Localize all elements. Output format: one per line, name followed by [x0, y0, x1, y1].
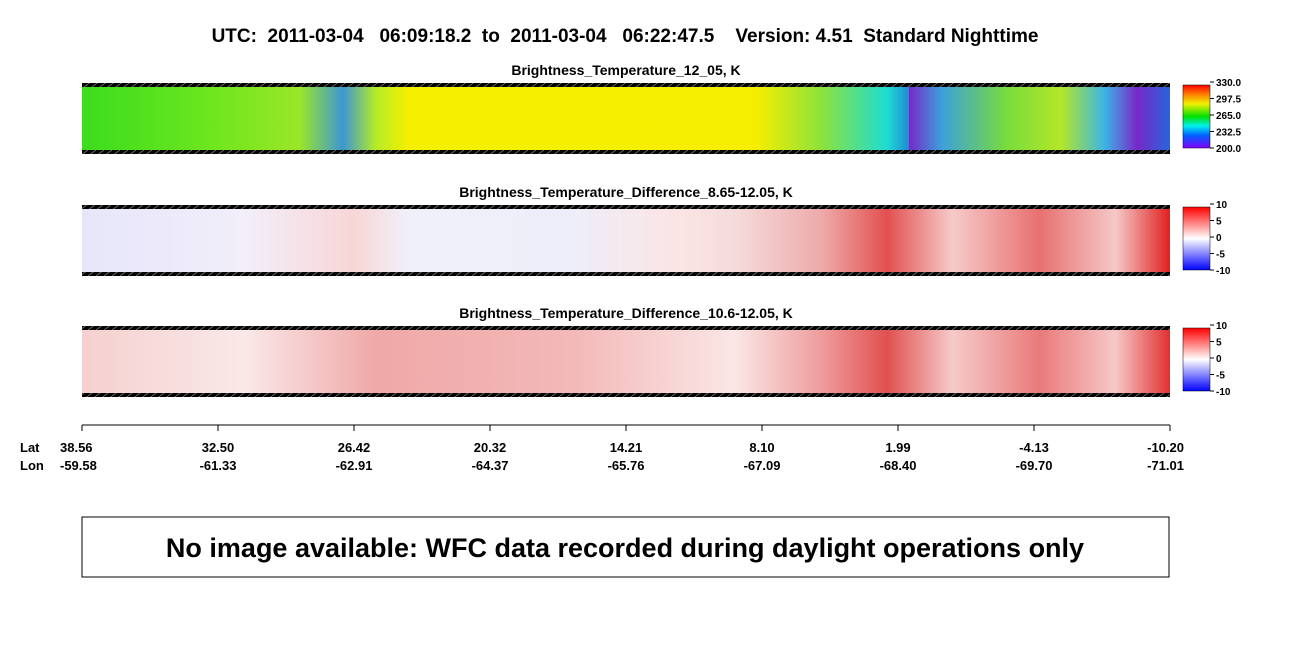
- colorbar-label: 330.0: [1216, 78, 1241, 89]
- lon-tick-label: -67.09: [744, 458, 781, 473]
- colorbar-label: 200.0: [1216, 144, 1241, 155]
- lon-tick-label: -69.70: [1016, 458, 1053, 473]
- swath-edge: [82, 83, 1170, 87]
- colorbar-label: 297.5: [1216, 95, 1241, 106]
- notice-box: [81, 516, 1170, 578]
- swath: [82, 207, 1170, 274]
- lat-tick-label: 8.10: [749, 440, 774, 455]
- notice: No image available: WFC data recorded du…: [166, 533, 1084, 563]
- lon-tick-label: -62.91: [336, 458, 373, 473]
- colorbar-label: -5: [1216, 371, 1225, 382]
- lat-tick-label: 26.42: [338, 440, 371, 455]
- lon-tick-label: -65.76: [608, 458, 645, 473]
- colorbar-label: -5: [1216, 250, 1225, 261]
- track-axis: Lat Lon 38.56 -59.58 32.50 -61.33 26.42 -62.9…: [20, 424, 1184, 473]
- lat-tick-label: 14.21: [610, 440, 643, 455]
- panel-title: Brightness_Temperature_12_05, K: [511, 62, 740, 78]
- lon-tick-label: -71.01: [1147, 458, 1184, 473]
- panel-title: Brightness_Temperature_Difference_8.65-1…: [459, 184, 793, 200]
- colorbar-label: 232.5: [1216, 128, 1241, 139]
- colorbar-label: 0: [1216, 354, 1222, 365]
- colorbar-label: -10: [1216, 387, 1231, 398]
- lon-tick-label: -59.58: [60, 458, 97, 473]
- swath-edge: [82, 205, 1170, 209]
- lat-tick-label: -10.20: [1147, 440, 1184, 455]
- colorbar-label: 5: [1216, 338, 1222, 349]
- lat-tick-label: 32.50: [202, 440, 235, 455]
- colorbar-label: 10: [1216, 200, 1228, 211]
- lat-tick-label: -4.13: [1019, 440, 1049, 455]
- lon-tick-label: -64.37: [472, 458, 509, 473]
- panel-title: Brightness_Temperature_Difference_10.6-1…: [459, 305, 793, 321]
- lon-tick-label: -68.40: [880, 458, 917, 473]
- swath-edge: [82, 393, 1170, 397]
- colorbar: [1182, 84, 1211, 149]
- lat-tick-label: 20.32: [474, 440, 507, 455]
- colorbar: [1182, 206, 1211, 271]
- swath-edge: [82, 326, 1170, 330]
- lon-label: Lon: [20, 458, 44, 473]
- swath: [82, 328, 1170, 395]
- lat-tick-label: 38.56: [60, 440, 93, 455]
- colorbar-label: 265.0: [1216, 111, 1241, 122]
- panels: Brightness_Temperature_12_05, K 330.0 297.…: [82, 62, 1241, 398]
- title: UTC: 2011-03-04 06:09:18.2 to 2011-03-04…: [212, 26, 1039, 47]
- swath-edge: [82, 272, 1170, 276]
- colorbar: [1182, 327, 1211, 392]
- swath: [82, 85, 1170, 152]
- colorbar-label: 10: [1216, 321, 1228, 332]
- colorbar-label: -10: [1216, 266, 1231, 277]
- lat-label: Lat: [20, 440, 40, 455]
- colorbar-label: 0: [1216, 233, 1222, 244]
- lon-tick-label: -61.33: [200, 458, 237, 473]
- lat-tick-label: 1.99: [885, 440, 910, 455]
- swath-edge: [82, 150, 1170, 154]
- colorbar-label: 5: [1216, 217, 1222, 228]
